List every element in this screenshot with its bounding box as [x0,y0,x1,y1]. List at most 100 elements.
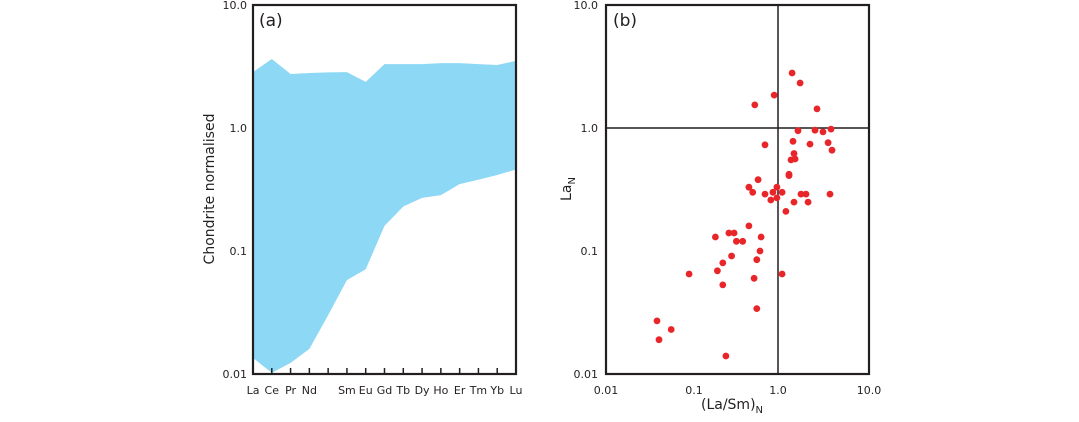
data-point [745,183,753,191]
data-point [785,172,793,180]
data-point [827,125,835,133]
x-axis-title: (La/Sm)N [701,397,763,416]
x-tick-label: 10.0 [857,384,882,397]
data-point [725,229,733,237]
data-point [685,270,693,278]
data-point [819,128,827,136]
x-tick-label-lu: Lu [510,384,523,397]
data-point [782,208,790,215]
data-point [754,176,762,184]
data-point [778,188,786,196]
y-tick-label: 0.01 [223,368,248,381]
data-point [788,69,796,77]
data-point [750,274,758,282]
x-tick-label-dy: Dy [415,384,430,397]
y-tick-labels: 10.0 1.0 0.1 0.01 [223,0,248,381]
data-point [667,326,675,333]
data-point [719,281,727,289]
x-tick-label-sm: Sm [338,384,356,397]
data-point [790,198,798,206]
plot-frame [604,3,871,376]
data-point [804,198,812,206]
y-tick-label: 10.0 [574,0,599,12]
panel-label-b: (b) [613,11,637,31]
data-point [824,139,832,147]
data-point [714,267,721,275]
panel-b-scatter: 10.01.00.10.01 0.01 0.1 1.0 10.0 (b) LaN (L… [559,0,881,416]
y-axis-title: LaN [559,177,578,201]
data-point [728,252,735,260]
data-point [789,137,797,145]
y-tick-label: 0.01 [574,368,599,381]
x-tick-label: 0.01 [594,384,619,397]
x-tick-label-pr: Pr [285,384,296,397]
x-tick-labels: 0.01 0.1 1.0 10.0 [594,384,882,397]
data-point [770,91,778,99]
data-point [790,150,798,157]
scatter-points [653,69,836,360]
data-point [653,317,661,325]
x-tick-label-er: Er [454,384,466,397]
data-point [769,188,777,196]
y-tick-label: 1.0 [230,122,248,135]
data-point [778,270,786,278]
x-tick-label: 0.1 [685,384,703,397]
data-point [828,146,836,154]
data-point [753,305,761,312]
data-point [739,237,747,245]
data-point [773,194,781,202]
data-point [813,105,821,113]
x-tick-label-ce: Ce [265,384,280,397]
data-point [787,156,795,164]
data-point [756,247,764,255]
y-tick-label: 0.1 [581,245,599,258]
data-point [802,190,810,198]
y-axis-title-subscript: N [567,177,578,184]
plot-frame [251,3,518,376]
x-tick-label-nd: Nd [302,384,317,397]
x-tick-label: 1.0 [769,384,787,397]
data-point [761,141,769,149]
y-tick-label: 10.0 [223,0,248,12]
data-point [733,237,740,245]
x-tick-label-eu: Eu [359,384,373,397]
data-point [796,79,804,87]
y-tick-label: 1.0 [581,122,599,135]
x-tick-labels: La Ce Pr Nd Sm Eu Gd Tb Dy Ho Er Tm Yb Lu [247,384,523,397]
data-point [773,183,781,191]
data-point [655,336,663,344]
ree-envelope-band [253,59,516,373]
data-point [749,188,757,196]
y-axis-title-main: La [559,185,575,201]
data-point [719,259,727,267]
data-point [761,190,769,198]
data-point [757,233,765,241]
data-point [722,352,730,360]
x-axis-title-subscript: N [756,405,763,416]
panel-a-ree-pattern: 10.0 1.0 0.1 0.01 La Ce Pr Nd Sm Eu Gd Tb Dy Ho Er Tm Y… [202,0,522,397]
x-tick-label-ho: Ho [433,384,448,397]
y-tick-label: 0.1 [230,245,248,258]
panel-label-a: (a) [259,11,283,31]
data-point [730,229,738,237]
x-tick-label-tm: Tm [469,384,487,397]
data-point [712,233,719,241]
x-tick-label-la: La [247,384,260,397]
data-point [797,190,805,198]
data-point [745,222,753,230]
y-axis-title: Chondrite normalised [202,114,218,265]
data-point [753,256,761,264]
data-point [751,101,759,109]
reference-lines [606,5,869,374]
y-tick-labels: 10.0 1.0 0.1 0.01 [574,0,599,381]
data-point [806,140,814,148]
data-point [811,126,819,134]
data-point [794,127,802,135]
data-point [826,190,834,198]
data-point [767,196,775,204]
x-axis-title-main: (La/Sm) [701,397,756,413]
x-tick-label-gd: Gd [377,384,393,397]
x-tick-label-yb: Yb [489,384,504,397]
x-tick-label-tb: Tb [395,384,410,397]
